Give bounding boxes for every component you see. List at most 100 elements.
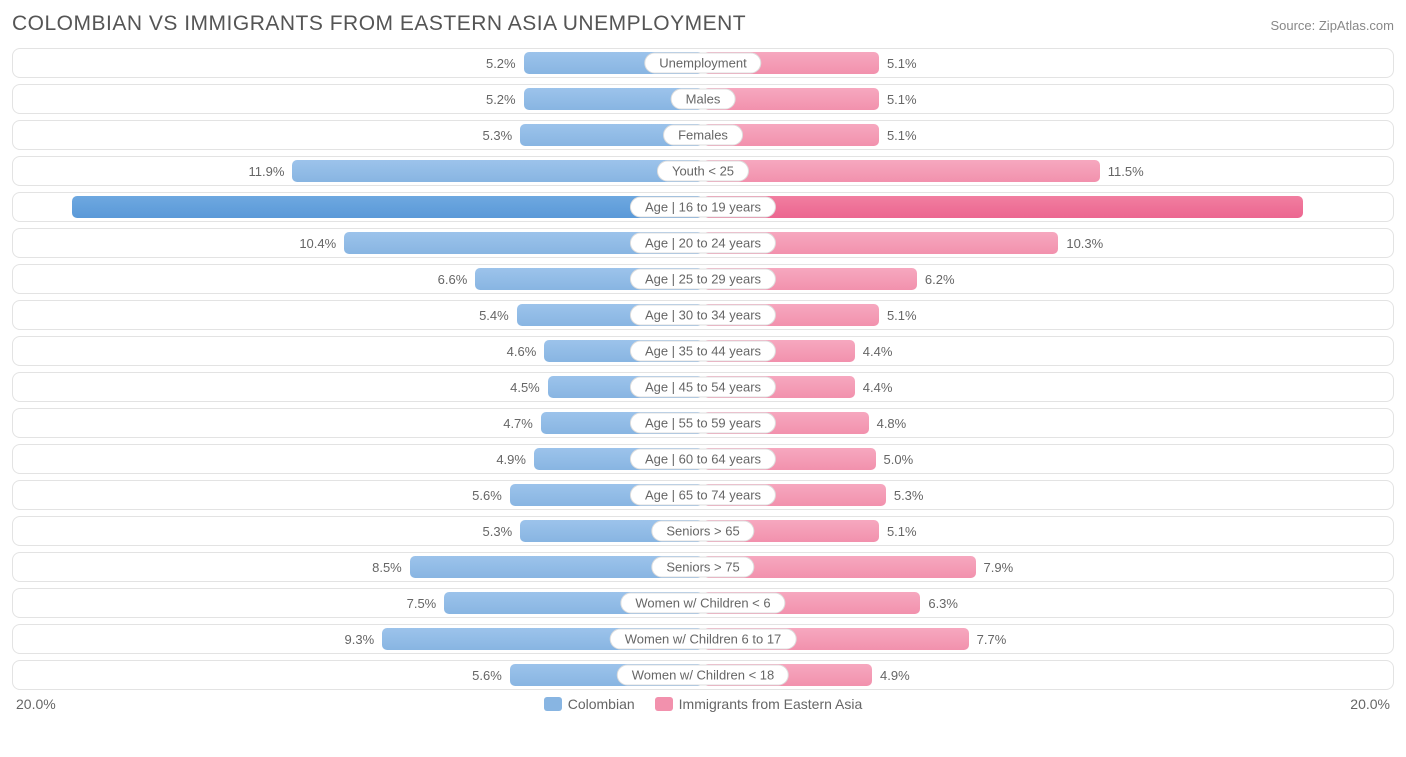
bar-left-container: 10.4% xyxy=(13,232,703,254)
bar-left xyxy=(72,196,703,218)
category-label: Age | 35 to 44 years xyxy=(630,341,776,362)
bar-right-container: 11.5% xyxy=(703,160,1393,182)
category-label: Women w/ Children 6 to 17 xyxy=(610,629,797,650)
chart-row: 5.3%5.1%Females xyxy=(12,120,1394,150)
bar-right-container: 5.3% xyxy=(703,484,1393,506)
category-label: Women w/ Children < 6 xyxy=(620,593,785,614)
bar-right-container: 4.9% xyxy=(703,664,1393,686)
bar-right-value: 7.9% xyxy=(984,560,1014,575)
chart-row: 5.6% 4.9% Women w/ Children < 18 xyxy=(12,660,1394,690)
chart-header: COLOMBIAN VS IMMIGRANTS FROM EASTERN ASI… xyxy=(12,12,1394,36)
legend-item-left: Colombian xyxy=(544,696,635,712)
chart-title: COLOMBIAN VS IMMIGRANTS FROM EASTERN ASI… xyxy=(12,12,746,36)
bar-left-value: 5.6% xyxy=(472,488,502,503)
bar-left-value: 5.4% xyxy=(479,308,509,323)
bar-right-container: 10.3% xyxy=(703,232,1393,254)
chart-footer: 20.0% Colombian Immigrants from Eastern … xyxy=(12,696,1394,712)
bar-right-value: 5.0% xyxy=(884,452,914,467)
bar-right-value: 5.1% xyxy=(887,92,917,107)
bar-left-container: 5.3% xyxy=(13,520,703,542)
chart-row: 9.3% 7.7% Women w/ Children 6 to 17 xyxy=(12,624,1394,654)
category-label: Women w/ Children < 18 xyxy=(617,665,789,686)
category-label: Age | 20 to 24 years xyxy=(630,233,776,254)
bar-left-container: 4.9% xyxy=(13,448,703,470)
bar-left-value: 4.5% xyxy=(510,380,540,395)
chart-source: Source: ZipAtlas.com xyxy=(1270,18,1394,33)
bar-left-value: 10.4% xyxy=(299,236,336,251)
category-label: Seniors > 75 xyxy=(651,557,754,578)
bar-right-container: 4.8% xyxy=(703,412,1393,434)
bar-left-container: 11.9% xyxy=(13,160,703,182)
bar-left-value: 8.5% xyxy=(372,560,402,575)
bar-right-container: 7.7% xyxy=(703,628,1393,650)
category-label: Age | 65 to 74 years xyxy=(630,485,776,506)
bar-right-value: 5.3% xyxy=(894,488,924,503)
legend-swatch-right xyxy=(655,697,673,711)
chart-row: 5.3% 5.1% Seniors > 65 xyxy=(12,516,1394,546)
bar-left-container: 8.5% xyxy=(13,556,703,578)
chart-row: 5.4%5.1%Age | 30 to 34 years xyxy=(12,300,1394,330)
chart-row: 7.5%6.3%Women w/ Children < 6 xyxy=(12,588,1394,618)
diverging-bar-chart: 5.2%5.1%Unemployment5.2%5.1%Males5.3%5.1… xyxy=(12,48,1394,690)
legend-label-right: Immigrants from Eastern Asia xyxy=(679,696,863,712)
bar-left-container: 9.3% xyxy=(13,628,703,650)
legend: Colombian Immigrants from Eastern Asia xyxy=(544,696,863,712)
bar-right-container: 5.1% xyxy=(703,304,1393,326)
bar-left xyxy=(292,160,703,182)
category-label: Males xyxy=(671,89,736,110)
bar-right-container: 6.2% xyxy=(703,268,1393,290)
bar-left-value: 5.2% xyxy=(486,92,516,107)
bar-left-value: 5.3% xyxy=(483,128,513,143)
bar-left-value: 9.3% xyxy=(345,632,375,647)
category-label: Youth < 25 xyxy=(657,161,749,182)
chart-row: 4.6% 4.4% Age | 35 to 44 years xyxy=(12,336,1394,366)
bar-right-value: 11.5% xyxy=(1108,164,1144,179)
bar-right-value: 5.1% xyxy=(887,308,917,323)
axis-right-max: 20.0% xyxy=(1350,696,1390,712)
bar-left-container: 5.6% xyxy=(13,664,703,686)
chart-row: 4.5% 4.4%Age | 45 to 54 years xyxy=(12,372,1394,402)
bar-left-container: 5.2% xyxy=(13,88,703,110)
bar-left-value: 4.6% xyxy=(507,344,537,359)
category-label: Age | 16 to 19 years xyxy=(630,197,776,218)
bar-right-value: 5.1% xyxy=(887,128,917,143)
chart-row: 5.6% 5.3% Age | 65 to 74 years xyxy=(12,480,1394,510)
category-label: Unemployment xyxy=(644,53,761,74)
bar-right-value: 10.3% xyxy=(1066,236,1103,251)
bar-right-container: 5.1% xyxy=(703,88,1393,110)
bar-left-value: 5.6% xyxy=(472,668,502,683)
bar-right-value: 7.7% xyxy=(977,632,1007,647)
category-label: Age | 25 to 29 years xyxy=(630,269,776,290)
bar-right xyxy=(703,196,1303,218)
bar-right-container: 4.4% xyxy=(703,340,1393,362)
bar-left-value: 7.5% xyxy=(407,596,437,611)
chart-row: 18.3%17.4%Age | 16 to 19 years xyxy=(12,192,1394,222)
bar-right-value: 5.1% xyxy=(887,524,917,539)
bar-right-container: 5.1% xyxy=(703,52,1393,74)
bar-right-value: 4.8% xyxy=(877,416,907,431)
category-label: Age | 55 to 59 years xyxy=(630,413,776,434)
bar-left-container: 4.7% xyxy=(13,412,703,434)
axis-left-max: 20.0% xyxy=(16,696,56,712)
bar-left-container xyxy=(13,196,703,218)
bar-right-value: 6.2% xyxy=(925,272,955,287)
bar-left-container: 4.5% xyxy=(13,376,703,398)
bar-right xyxy=(703,160,1100,182)
legend-item-right: Immigrants from Eastern Asia xyxy=(655,696,863,712)
bar-right-value: 4.9% xyxy=(880,668,910,683)
bar-left-value: 4.9% xyxy=(496,452,526,467)
bar-left-container: 4.6% xyxy=(13,340,703,362)
category-label: Seniors > 65 xyxy=(651,521,754,542)
bar-right-value: 4.4% xyxy=(863,344,893,359)
bar-left-value: 5.3% xyxy=(483,524,513,539)
bar-right-container: 7.9% xyxy=(703,556,1393,578)
chart-row: 11.9% 11.5% Youth < 25 xyxy=(12,156,1394,186)
bar-right-container: 5.1% xyxy=(703,520,1393,542)
bar-left-container: 5.2% xyxy=(13,52,703,74)
bar-left-value: 6.6% xyxy=(438,272,468,287)
bar-right-container: 4.4% xyxy=(703,376,1393,398)
chart-row: 5.2%5.1%Unemployment xyxy=(12,48,1394,78)
category-label: Age | 45 to 54 years xyxy=(630,377,776,398)
bar-left-value: 11.9% xyxy=(249,164,285,179)
chart-row: 10.4% 10.3% Age | 20 to 24 years xyxy=(12,228,1394,258)
